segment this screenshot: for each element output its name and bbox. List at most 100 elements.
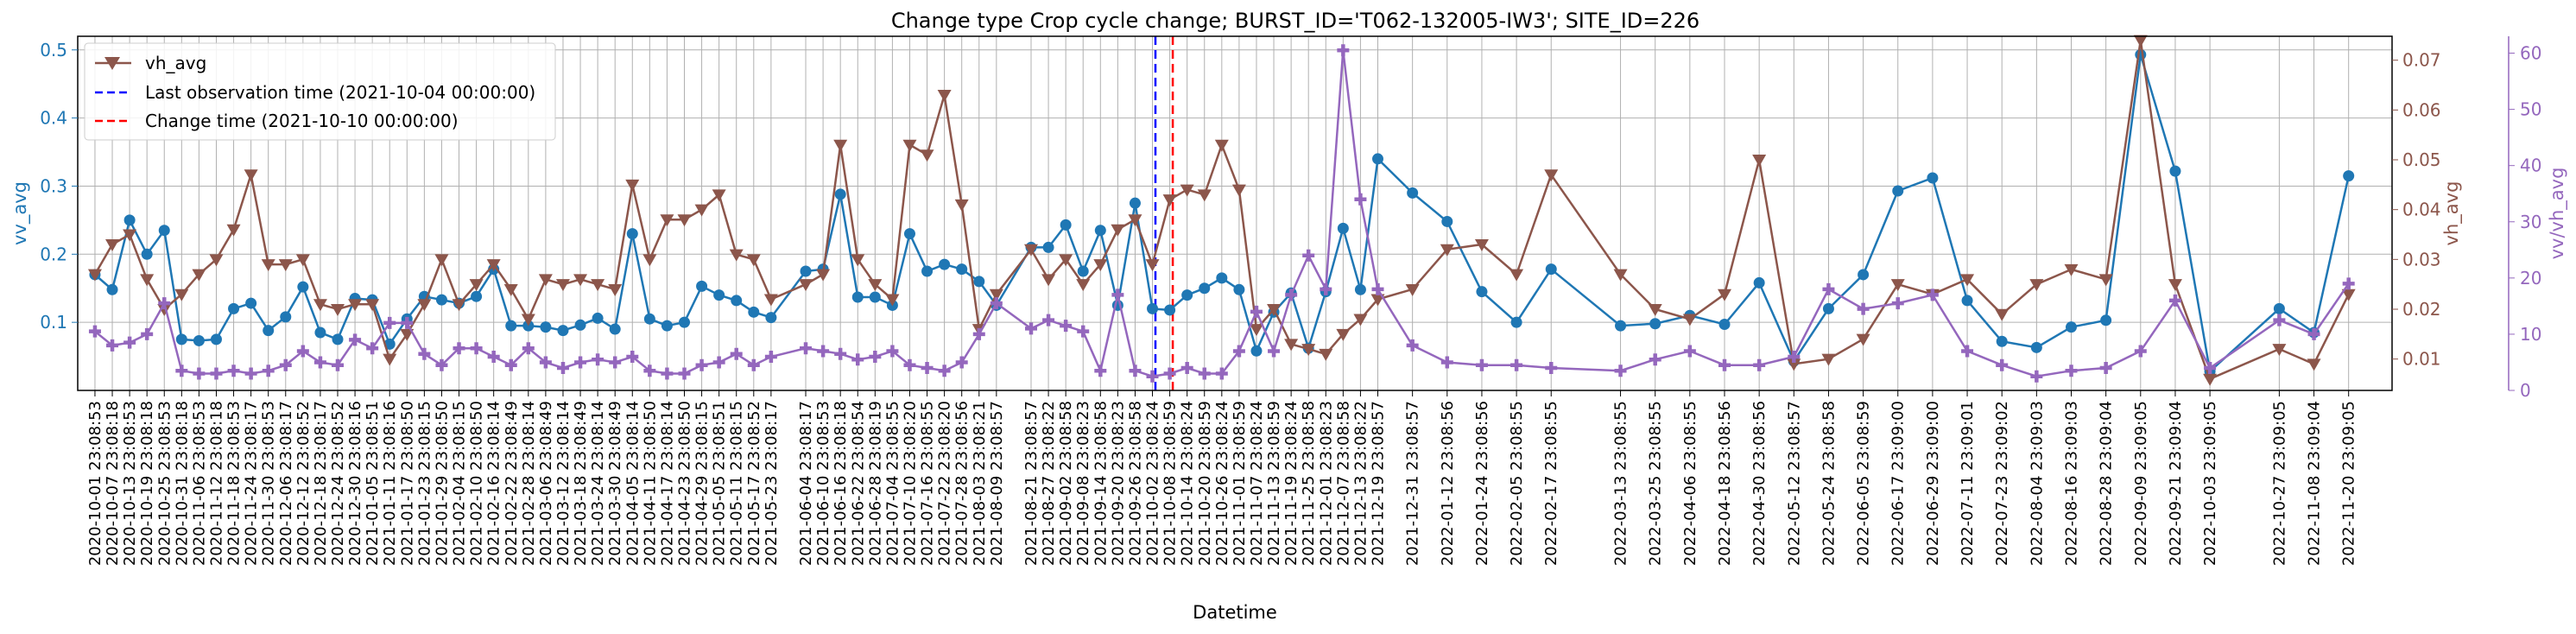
x-tick-label: 2022-01-24 23:08:56: [1473, 401, 1491, 566]
ratio-point: [1042, 314, 1055, 327]
x-tick-label: 2021-06-10 23:08:53: [814, 401, 832, 566]
ratio-point: [592, 353, 604, 366]
x-tick-label: 2021-02-22 23:08:49: [503, 401, 521, 566]
vh-point: [2341, 288, 2356, 301]
ratio-point: [2273, 314, 2286, 327]
ratio-point: [556, 361, 569, 374]
vh-point: [383, 353, 397, 366]
vh-point: [157, 304, 172, 317]
legend-item-last-observation: Last observation time (2021-10-04 00:00:…: [95, 82, 535, 103]
vh-point: [105, 239, 120, 252]
ratio-point: [1857, 302, 1870, 315]
vh-point: [746, 254, 761, 267]
ratio-point: [1545, 361, 1558, 374]
ratio-point: [817, 345, 830, 358]
vv-point: [661, 320, 673, 332]
ratio-point: [1094, 365, 1107, 377]
vh-point: [1180, 184, 1194, 197]
x-tick-label: 2022-09-09 23:09:05: [2132, 401, 2150, 566]
vv-point: [193, 334, 205, 346]
vh-point: [1162, 194, 1177, 207]
x-tick-label: 2021-09-08 23:08:23: [1074, 401, 1092, 566]
ratio-point: [227, 365, 240, 377]
vh-point: [226, 224, 241, 237]
ratio-tick-label: 60: [2520, 43, 2541, 64]
vv-point: [1147, 302, 1159, 314]
ratio-point: [487, 350, 500, 363]
ratio-point: [504, 358, 517, 371]
ratio-point: [955, 356, 968, 369]
x-tick-label: 2021-10-20 23:08:59: [1196, 401, 1214, 566]
ratio-point: [470, 342, 483, 355]
ratio-point: [1285, 288, 1298, 301]
ratio-axis: 0 10 20 30 40 50 60: [2508, 36, 2541, 401]
x-tick-label: 2021-08-09 23:08:57: [988, 401, 1006, 566]
ratio-point: [1077, 325, 1090, 338]
x-tick-label: 2021-04-11 23:08:50: [641, 401, 659, 566]
vv-point: [1077, 265, 1089, 277]
vh-point: [1093, 259, 1108, 272]
vh-point: [677, 214, 692, 227]
vv-point: [609, 323, 621, 335]
ratio-point: [1268, 345, 1281, 358]
vv-point: [2273, 302, 2285, 314]
vh-point: [2168, 279, 2182, 292]
vh-point: [694, 204, 709, 217]
ratio-point: [2065, 365, 2078, 377]
x-tick-label: 2021-06-22 23:08:54: [849, 401, 867, 566]
x-tick-label: 2022-03-25 23:08:55: [1647, 401, 1665, 566]
x-tick-label: 2021-02-16 23:08:14: [485, 401, 503, 566]
vv-point: [1927, 172, 1939, 184]
x-tick-label: 2022-06-05 23:08:59: [1855, 401, 1873, 566]
x-axis: 2020-10-01 23:08:53 2020-10-07 23:08:18 20…: [86, 390, 2358, 566]
vv-tick-label: 0.2: [40, 244, 67, 264]
x-tick-label: 2022-03-13 23:08:55: [1612, 401, 1630, 566]
x-tick-label: 2021-10-26 23:08:24: [1213, 401, 1231, 566]
vh-point: [244, 169, 258, 182]
vv-point: [800, 265, 812, 277]
x-tick-label: 2021-03-24 23:08:14: [589, 401, 607, 566]
vh-point: [555, 279, 570, 292]
vh-point: [1024, 244, 1039, 257]
ratio-point: [1025, 322, 1037, 335]
vh-point: [1890, 279, 1905, 292]
vv-point: [921, 265, 934, 277]
x-tick-label: 2021-11-07 23:08:24: [1248, 401, 1266, 566]
vv-point: [263, 325, 275, 337]
x-tick-label: 2022-08-28 23:09:04: [2098, 401, 2116, 566]
ratio-point: [1475, 358, 1488, 371]
vv-point: [123, 214, 136, 226]
vv-point: [956, 263, 968, 276]
x-tick-label: 2021-07-10 23:08:20: [901, 401, 919, 566]
ratio-point: [1510, 358, 1523, 371]
ratio-point: [2204, 361, 2217, 374]
ratio-point: [1406, 339, 1419, 352]
x-tick-label: 2021-10-14 23:08:24: [1179, 401, 1197, 566]
vh-point: [2064, 263, 2079, 276]
ratio-point: [262, 365, 275, 377]
ratio-point: [366, 342, 379, 355]
x-tick-label: 2021-07-16 23:08:55: [919, 401, 937, 566]
vv-point: [1354, 283, 1366, 295]
x-tick-label: 2020-11-06 23:08:53: [190, 401, 208, 566]
vv-point: [1199, 282, 1211, 295]
ratio-point: [1961, 345, 1974, 358]
legend-label-change-time: Change time (2021-10-10 00:00:00): [145, 111, 459, 131]
x-tick-label: 2022-02-17 23:08:55: [1542, 401, 1560, 566]
vh-point: [885, 294, 900, 307]
vv-point: [1476, 286, 1488, 298]
x-tick-label: 2020-12-24 23:08:52: [329, 401, 347, 566]
vv-point: [1961, 295, 1973, 307]
vh-point: [1648, 304, 1662, 317]
legend-item-vh: vh_avg: [95, 53, 206, 73]
vv-point: [1164, 304, 1176, 316]
vh-point: [209, 254, 224, 267]
vh-point: [1510, 269, 1524, 282]
ratio-point: [435, 358, 448, 371]
vh-point: [833, 139, 848, 152]
x-tick-label: 2020-10-01 23:08:53: [86, 401, 104, 566]
vv-point: [1371, 153, 1383, 165]
ratio-point: [1354, 193, 1367, 206]
ratio-point: [88, 325, 101, 338]
